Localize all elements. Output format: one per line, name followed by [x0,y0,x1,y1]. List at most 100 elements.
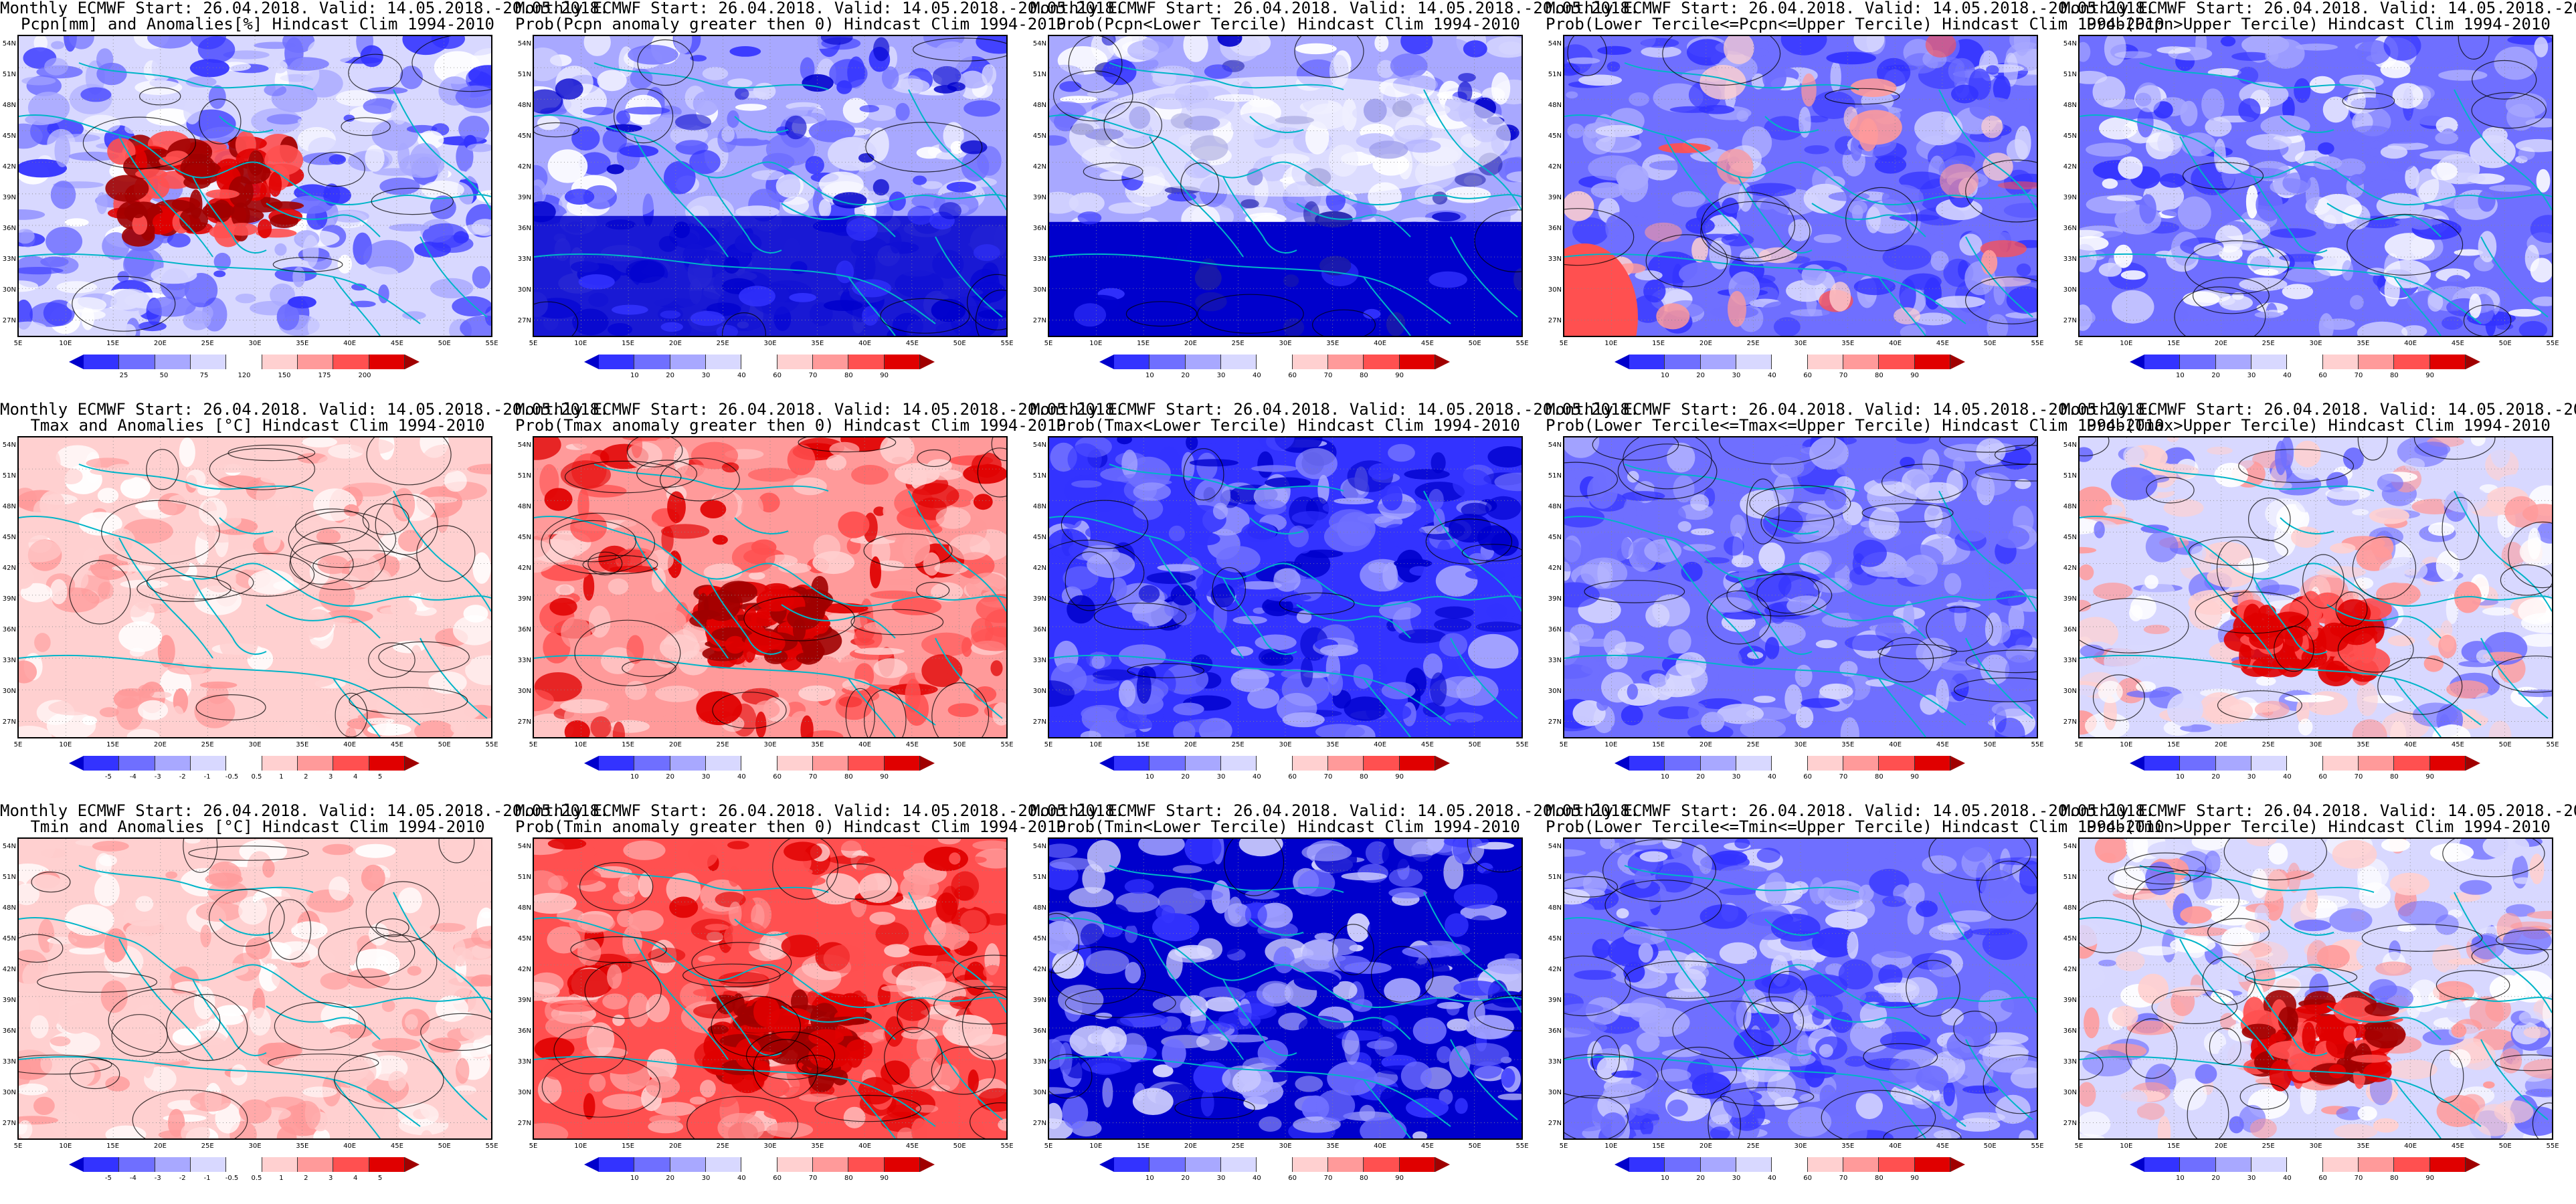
lat-label: 39N [1032,997,1046,1004]
colorbar-tick-label: 90 [2425,1175,2435,1182]
lon-label: 15E [106,340,120,347]
panel-title-line2: Tmin and Anomalies [°C] Hindcast Clim 19… [30,817,485,836]
lat-label: 30N [2,286,16,294]
map-panel: Monthly ECMWF Start: 26.04.2018. Valid: … [515,803,1124,1204]
colorbar-swatch [1364,355,1400,369]
lon-label: 15E [1137,1142,1150,1150]
lon-label: 45E [905,340,919,347]
panel-title-line1: Monthly ECMWF Start: 26.04.2018. Valid: … [1030,0,1640,17]
lon-label: 35E [2357,340,2370,347]
colorbar-swatch [1185,756,1221,771]
lon-label: 55E [2031,340,2044,347]
colorbar-tick-label: 80 [1874,372,1883,379]
lat-label: 27N [1032,317,1046,324]
lat-label: 33N [2,657,16,664]
lon-label: 10E [2120,741,2133,748]
lat-label: 33N [2063,1058,2077,1066]
lon-label: 35E [1326,741,1340,748]
lon-label: 50E [438,340,451,347]
lon-label: 35E [1326,1142,1340,1150]
colorbar-swatch [706,1157,742,1172]
lat-label: 45N [517,132,531,140]
colorbar-tick-label: 25 [119,372,128,379]
lat-label: 30N [2,688,16,695]
lon-label: 40E [1889,1142,1902,1150]
panel-title-line1: Monthly ECMWF Start: 26.04.2018. Valid: … [2061,0,2576,17]
colorbar-tick-label: 20 [666,773,675,781]
colorbar-swatch [2322,355,2359,369]
colorbar-tick-label: 90 [1395,773,1404,781]
lat-label: 39N [2063,194,2077,201]
map-panel: Monthly ECMWF Start: 26.04.2018. Valid: … [1030,0,1640,401]
colorbar-tick-label: 80 [844,372,853,379]
colorbar-tick-label: 60 [773,773,782,781]
lat-label: 51N [2063,472,2077,480]
colorbar-tick-label: 70 [1323,1175,1333,1182]
lon-label: 30E [1279,741,1292,748]
colorbar-swatch [1914,756,1950,771]
colorbar-low-arrow [1615,756,1629,771]
lon-label: 5E [2074,340,2084,347]
colorbar-swatch [1772,756,1808,771]
lon-label: 50E [1468,741,1481,748]
colorbar-swatch [634,1157,670,1172]
colorbar-low-arrow [2130,355,2144,369]
colorbar-high-arrow [405,355,420,369]
lon-label: 10E [574,1142,587,1150]
lat-label: 45N [517,534,531,541]
colorbar-tick-label: 30 [701,1175,711,1182]
colorbar-swatch [670,1157,706,1172]
colorbar-tick-label: 40 [737,372,746,379]
lon-label: 5E [529,1142,538,1150]
lon-label: 20E [668,1142,682,1150]
lat-label: 39N [517,194,531,201]
colorbar-tick-label: 30 [1732,773,1741,781]
colorbar-tick-label: -4 [129,1175,136,1182]
lat-label: 54N [1032,441,1046,449]
lon-label: 10E [1089,741,1103,748]
panel-title-line2: Prob(Tmin<Lower Tercile) Hindcast Clim 1… [1056,817,1520,836]
map-field [19,36,491,336]
colorbar-swatch [2287,355,2323,369]
lat-label: 27N [1548,1120,1562,1127]
lat-label: 39N [1548,194,1562,201]
lon-label: 40E [1374,340,1387,347]
colorbar-tick-label: 50 [159,372,169,379]
colorbar-swatch [1292,355,1328,369]
lat-label: 45N [2,534,16,541]
lat-label: 54N [1548,441,1562,449]
lat-label: 54N [2063,441,2077,449]
lon-label: 50E [1983,1142,1997,1150]
lon-label: 40E [2404,741,2417,748]
lon-label: 15E [1652,1142,1665,1150]
lat-label: 51N [2,472,16,480]
lon-label: 10E [2120,1142,2133,1150]
colorbar-tick-label: 90 [1395,372,1404,379]
map-panel: Monthly ECMWF Start: 26.04.2018. Valid: … [0,401,609,803]
lon-label: 10E [2120,340,2133,347]
lon-label: 25E [2262,340,2275,347]
lon-label: 20E [153,741,167,748]
lat-label: 42N [517,966,531,973]
lat-label: 39N [517,997,531,1004]
lat-label: 27N [517,317,531,324]
lon-label: 20E [153,340,167,347]
lon-label: 55E [2546,1142,2559,1150]
lon-label: 50E [1983,340,1997,347]
lat-label: 48N [1032,904,1046,912]
lat-label: 27N [1032,718,1046,726]
colorbar-low-arrow [1099,1157,1114,1172]
map-area [533,35,1008,337]
colorbar-swatch [813,756,849,771]
lat-label: 30N [1548,1089,1562,1096]
lon-label: 20E [1699,1142,1712,1150]
colorbar-tick-label: 3 [329,1175,333,1182]
colorbar-tick-label: 60 [773,1175,782,1182]
colorbar-high-arrow [1950,756,1965,771]
lat-label: 36N [517,225,531,232]
map-area [17,436,492,738]
colorbar-swatch [741,756,777,771]
lon-label: 5E [13,340,23,347]
colorbar-tick-label: 120 [238,372,251,379]
colorbar-swatch [226,756,262,771]
